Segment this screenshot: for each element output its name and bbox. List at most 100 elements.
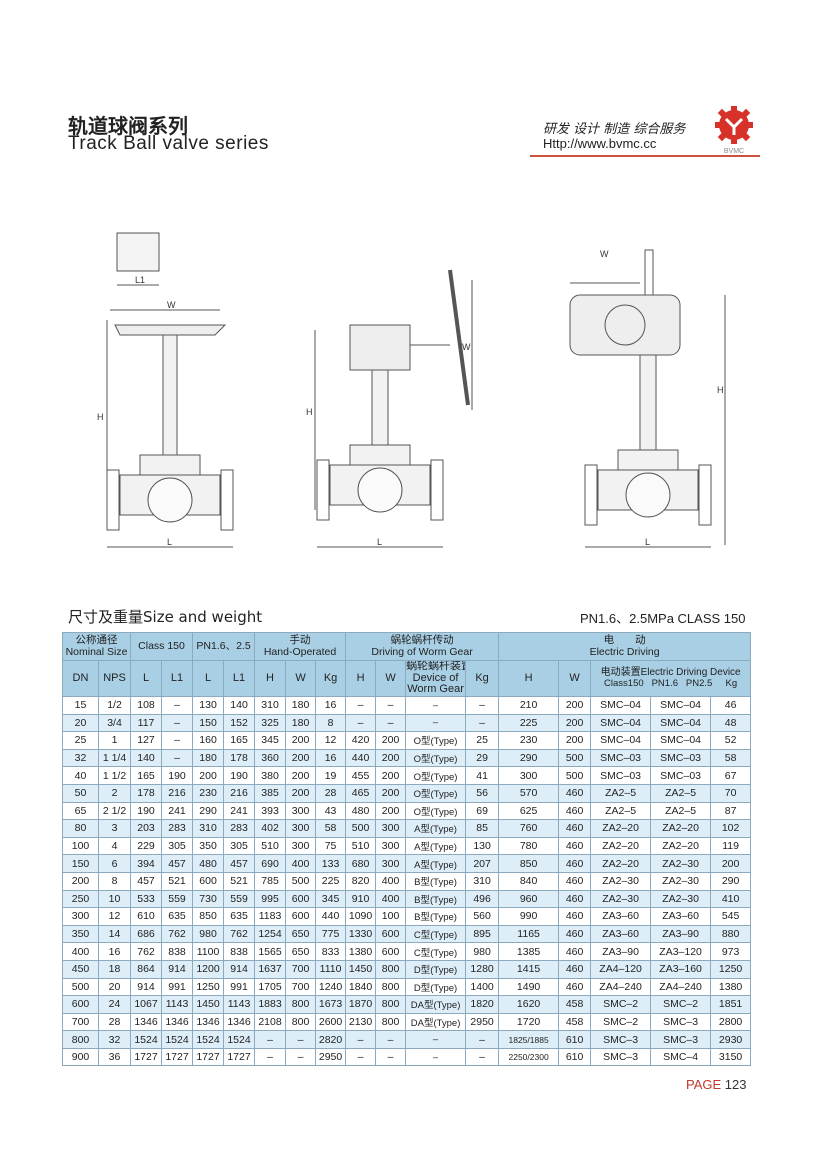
slogan: 研发 设计 制造 综合服务 — [543, 122, 686, 137]
table-cell: 310 — [465, 871, 500, 891]
table-cell: 864 — [130, 959, 163, 979]
table-cell: 521 — [223, 871, 256, 891]
group-worm-gear: 蜗轮蜗杆传动 Driving of Worm Gear — [345, 632, 500, 661]
table-cell: 1870 — [345, 995, 377, 1014]
table-cell: 180 — [192, 748, 225, 768]
table-cell: 32 — [62, 748, 99, 768]
col-w: W — [558, 660, 592, 697]
table-row: 450 18 864 914 1200 914 1637 700 1110 1450 800 D型(T… — [62, 959, 752, 979]
table-cell: 460 — [558, 783, 592, 803]
table-cell: 1820 — [465, 995, 500, 1014]
table-cell: 36 — [97, 1047, 132, 1067]
table-cell: 600 — [285, 907, 317, 926]
table-cell: SMC–2 — [650, 995, 712, 1014]
col-w: W — [375, 660, 407, 697]
table-cell: 29 — [465, 748, 500, 768]
svg-text:L: L — [167, 537, 172, 547]
header-divider — [530, 155, 760, 157]
table-cell: – — [345, 1030, 377, 1049]
table-cell: ZA3–60 — [650, 907, 712, 926]
table-cell: 1280 — [465, 959, 500, 979]
table-cell: – — [254, 1047, 287, 1067]
table-cell: 225 — [315, 871, 347, 891]
table-cell: 200 — [375, 801, 407, 821]
table-cell: 1346 — [223, 1012, 256, 1032]
table-cell: 190 — [161, 766, 194, 785]
table-cell: 1380 — [345, 942, 377, 961]
table-cell: 460 — [558, 907, 592, 926]
svg-text:H: H — [97, 412, 104, 422]
table-cell: C型(Type) — [405, 924, 467, 944]
table-cell: 460 — [558, 959, 592, 979]
table-cell: 1346 — [130, 1012, 163, 1032]
table-cell: 1727 — [192, 1047, 225, 1067]
table-cell: 686 — [130, 924, 163, 944]
col-l: L — [192, 660, 225, 697]
table-cell: – — [375, 1047, 407, 1067]
table-cell: 300 — [375, 854, 407, 873]
table-cell: 635 — [223, 907, 256, 926]
table-cell: 1620 — [498, 995, 560, 1014]
table-cell: 1450 — [345, 959, 377, 979]
table-cell: 980 — [465, 942, 500, 961]
table-cell: ZA3–120 — [650, 942, 712, 961]
table-cell: – — [161, 713, 194, 733]
table-cell: 310 — [192, 819, 225, 838]
table-cell: 46 — [710, 696, 752, 715]
table-cell: 165 — [223, 731, 256, 750]
table-cell: 838 — [223, 942, 256, 961]
table-cell: 10 — [97, 889, 132, 909]
table-cell: 800 — [375, 995, 407, 1014]
table-cell: – — [161, 696, 194, 715]
table-cell: – — [345, 696, 377, 715]
table-cell: 910 — [345, 889, 377, 909]
table-cell: 460 — [558, 924, 592, 944]
table-row: 25 1 127–160 165 345 200 12 420 200 O型(Type) 25 230… — [62, 731, 752, 750]
table-cell: ZA2–20 — [590, 819, 652, 838]
table-cell: 56 — [465, 783, 500, 803]
table-cell: 210 — [498, 696, 560, 715]
table-cell: 108 — [130, 696, 163, 715]
table-cell: C型(Type) — [405, 942, 467, 961]
table-cell: 200 — [285, 748, 317, 768]
table-cell: SMC–04 — [590, 713, 652, 733]
table-cell: 350 — [192, 836, 225, 856]
svg-text:W: W — [600, 249, 609, 259]
table-cell: SMC–3 — [650, 1030, 712, 1049]
table-cell: ZA2–30 — [650, 854, 712, 873]
table-cell: – — [405, 1030, 467, 1049]
table-cell: – — [254, 1030, 287, 1049]
table-cell: 394 — [130, 854, 163, 873]
table-cell: B型(Type) — [405, 907, 467, 926]
table-cell: 1090 — [345, 907, 377, 926]
group-pn: PN1.6、2.5 — [192, 632, 256, 661]
table-cell: 840 — [498, 871, 560, 891]
table-cell: 8 — [97, 871, 132, 891]
table-cell: 8 — [315, 713, 347, 733]
group-hand-operated: 手动 Hand-Operated — [254, 632, 347, 661]
table-cell: O型(Type) — [405, 801, 467, 821]
table-cell: – — [465, 1030, 500, 1049]
table-row: 350 14 686 762 980 762 1254 650 775 1330 600 C型(Typ… — [62, 924, 752, 944]
table-cell: 838 — [161, 942, 194, 961]
pressure-rating: PN1.6、2.5MPa CLASS 150 — [580, 611, 746, 626]
table-cell: 43 — [315, 801, 347, 821]
table-cell: 820 — [345, 871, 377, 891]
table-cell: 533 — [130, 889, 163, 909]
table-cell: ZA3–60 — [590, 907, 652, 926]
table-cell: 290 — [192, 801, 225, 821]
table-cell: SMC–2 — [590, 995, 652, 1014]
table-cell: 800 — [62, 1030, 99, 1049]
table-cell: 1524 — [161, 1030, 194, 1049]
table-cell: ZA3–90 — [650, 924, 712, 944]
table-cell: 760 — [498, 819, 560, 838]
table-cell: 2600 — [315, 1012, 347, 1032]
col-h: H — [345, 660, 377, 697]
table-cell: 690 — [254, 854, 287, 873]
table-cell: 1240 — [315, 977, 347, 997]
table-cell: 1254 — [254, 924, 287, 944]
table-row: 15 1/2 108–130 140 310 180 16– – – –210 200 SMC–04 S… — [62, 696, 752, 715]
table-cell: 127 — [130, 731, 163, 750]
table-row: 40 1 1/2 165 190 200 190 380 200 19 455 200 O型(Type… — [62, 766, 752, 785]
table-cell: 1200 — [192, 959, 225, 979]
